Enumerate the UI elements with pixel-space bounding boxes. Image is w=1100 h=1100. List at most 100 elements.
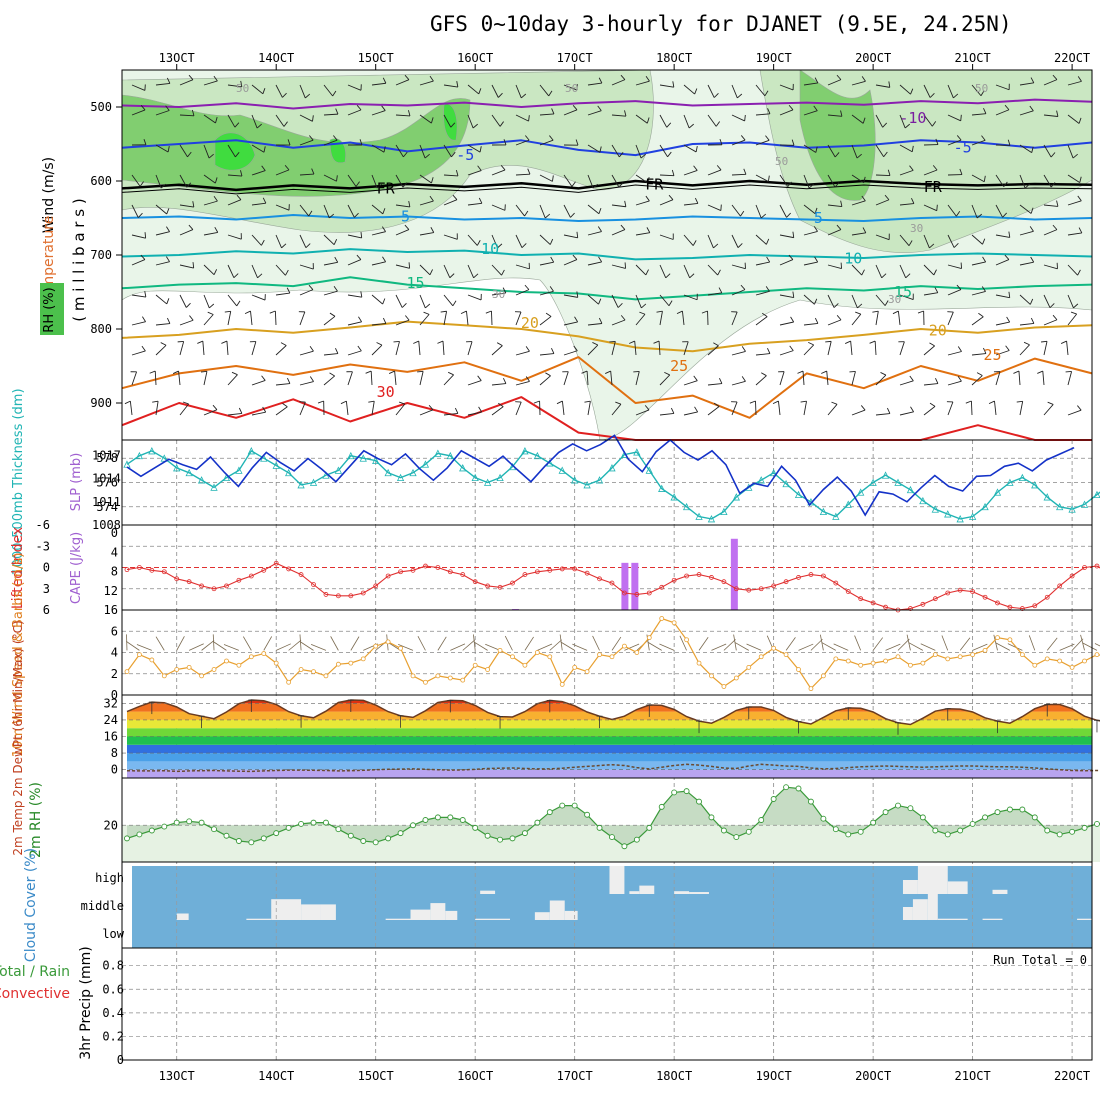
wind-speed-marker xyxy=(360,656,366,662)
wind-barb xyxy=(299,139,314,146)
wind-barb xyxy=(515,114,529,122)
wind-barb-flag xyxy=(552,175,554,182)
lifted-index-marker xyxy=(1069,573,1075,579)
wind-barb xyxy=(1067,294,1074,309)
wind-barb xyxy=(491,169,506,176)
wind-barb xyxy=(227,412,242,416)
wind-speed-marker xyxy=(547,654,553,660)
wind-barb xyxy=(563,109,578,116)
wind-barb xyxy=(467,341,473,356)
wind-barb-flag xyxy=(1016,400,1023,403)
wind-barb-flag xyxy=(167,146,170,153)
contour-label: 10 xyxy=(481,240,499,258)
wind-barb-flag xyxy=(1073,303,1079,309)
thickness-marker xyxy=(247,447,255,455)
wind-barb xyxy=(227,374,238,386)
wind-barb xyxy=(203,80,218,86)
wind-barb xyxy=(827,114,842,117)
contour-label: 5 xyxy=(814,209,823,227)
wind-barb-flag xyxy=(424,153,430,159)
wind-barb xyxy=(755,174,769,182)
wind-tick: 6 xyxy=(111,624,118,638)
wind-barb-10m xyxy=(1080,634,1085,651)
lifted-index-marker xyxy=(161,569,167,575)
cloud-bar xyxy=(410,909,431,920)
wind-barb xyxy=(995,84,1010,91)
wind-barb-flag xyxy=(836,224,842,230)
wind-barb-flag xyxy=(309,376,314,382)
wind-barb xyxy=(203,264,215,276)
thickness-marker xyxy=(533,451,542,460)
wind-barb-flag xyxy=(1078,117,1082,124)
wind-barb-10m xyxy=(176,636,185,651)
wind-barb xyxy=(227,199,242,206)
thickness-marker xyxy=(583,481,591,489)
thickness-marker xyxy=(857,488,865,496)
wind-barb-10m xyxy=(698,637,709,651)
wind-barb-10m xyxy=(659,643,675,651)
rh-marker xyxy=(596,824,603,831)
wind-barb xyxy=(587,401,591,416)
wind-barb xyxy=(299,173,314,176)
lifted-index-marker xyxy=(845,589,851,594)
wind-barb xyxy=(587,294,599,305)
wind-barb-flag xyxy=(333,135,338,141)
wind-barb xyxy=(539,84,550,97)
wind-barb-flag xyxy=(212,404,218,410)
wind-barb-10m xyxy=(1059,643,1075,651)
wind-barb xyxy=(683,411,698,416)
rh-marker xyxy=(161,823,168,830)
wind-speed-marker xyxy=(932,652,938,658)
cloud-bar xyxy=(246,918,272,920)
thickness-marker xyxy=(222,473,231,482)
wind-barb xyxy=(779,321,794,326)
wind-barb xyxy=(179,79,194,86)
wind-barb-flag xyxy=(497,243,503,249)
wind-barb-flag xyxy=(308,210,313,217)
wind-barb xyxy=(659,84,674,88)
wind-barb xyxy=(707,169,722,176)
ylabel-rh-2m: 2m RH (%) xyxy=(28,782,44,858)
cloud-bar xyxy=(912,899,928,920)
wind-barb xyxy=(947,311,954,326)
wind-barb-flag xyxy=(957,376,962,382)
wind-barb-flag xyxy=(478,197,483,204)
wind-barb xyxy=(1043,114,1058,117)
temp-band xyxy=(127,744,1092,754)
wind-barb xyxy=(347,371,353,386)
rh-marker xyxy=(534,819,541,826)
wind-barb-flag xyxy=(430,227,435,233)
wind-barb-flag xyxy=(1041,340,1048,343)
wind-speed-marker xyxy=(410,673,416,679)
wind-barb xyxy=(395,204,410,208)
contour-label: FR xyxy=(377,179,396,197)
wind-barb-flag xyxy=(1052,314,1058,321)
wind-barb xyxy=(659,144,668,158)
temp-contour-30 xyxy=(121,396,1092,441)
wind-barb xyxy=(803,294,815,305)
wind-barb-flag xyxy=(808,341,814,346)
wind-barb xyxy=(491,264,502,276)
wind-barb-flag xyxy=(647,176,650,183)
wind-barb-flag xyxy=(909,375,914,382)
rh-contour-label: 30 xyxy=(910,222,923,235)
wind-barb-flag xyxy=(863,176,866,183)
wind-barb-flag xyxy=(166,317,171,324)
wind-barb-flag xyxy=(749,400,756,404)
cloud-bar xyxy=(917,866,948,894)
wind-barb-flag xyxy=(1077,269,1081,276)
cloud-bar xyxy=(430,903,446,920)
freezing-level xyxy=(121,179,1093,192)
wind-barb-flag xyxy=(718,287,723,294)
wind-barb xyxy=(251,84,264,95)
wind-barb-flag xyxy=(713,402,720,407)
wind-barb xyxy=(923,114,933,127)
y-tick-label: 600 xyxy=(90,174,112,188)
lifted-index-marker xyxy=(920,601,926,607)
rh-marker xyxy=(335,826,342,833)
wind-barb xyxy=(755,353,770,356)
wind-barb-flag xyxy=(1047,401,1054,405)
thickness-marker xyxy=(931,505,939,513)
wind-speed-marker xyxy=(908,662,913,668)
wind-barb-flag xyxy=(1029,105,1034,112)
